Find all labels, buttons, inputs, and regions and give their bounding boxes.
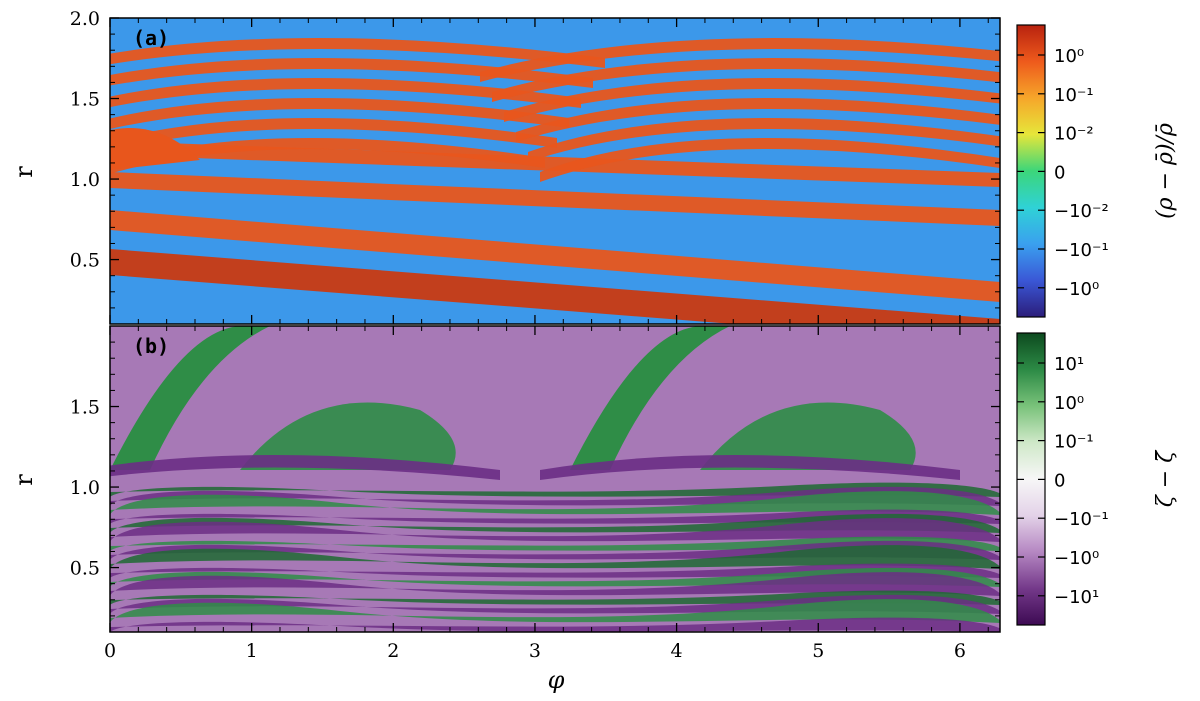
density-arch bbox=[110, 78, 581, 108]
colorbar-tick-label: −10⁰ bbox=[1054, 548, 1099, 569]
vorticity-trough bbox=[540, 455, 960, 480]
panel-b-frame bbox=[109, 325, 1001, 633]
density-arch bbox=[110, 98, 569, 129]
y-tick-label: 1.5 bbox=[70, 397, 100, 419]
density-arch bbox=[528, 118, 1000, 162]
x-tick-label: 0 bbox=[104, 640, 116, 662]
panel-a-ticks: 0.5 1.0 1.5 2.0 bbox=[70, 8, 1000, 324]
colorbar-tick-label: −10⁻¹ bbox=[1054, 509, 1109, 530]
vorticity-branch bbox=[570, 326, 730, 470]
density-band bbox=[110, 210, 1000, 302]
density-arch bbox=[480, 38, 1000, 82]
panel-b-heatmap bbox=[110, 326, 1000, 632]
vorticity-lobe bbox=[240, 402, 456, 470]
colorbar-tick-label: 0 bbox=[1054, 470, 1065, 491]
colorbar-tick-label: −10⁻¹ bbox=[1054, 240, 1109, 261]
x-tick-label: 4 bbox=[671, 640, 683, 662]
y-tick-label: 1.5 bbox=[70, 89, 100, 111]
colorbar-tick-label: 10⁰ bbox=[1054, 393, 1084, 414]
vorticity-band bbox=[110, 491, 1000, 515]
panel-a-frame bbox=[109, 17, 1001, 325]
y-tick-label: 0.5 bbox=[70, 250, 100, 272]
density-band bbox=[110, 172, 1000, 226]
panel-b-ylabel: r bbox=[10, 474, 38, 486]
density-arch bbox=[110, 128, 200, 170]
colorbar-a-ticks: 10⁰ 10⁻¹ 10⁻² 0 −10⁻² −10⁻¹ −10⁰ bbox=[1017, 46, 1109, 300]
y-tick-label: 1.0 bbox=[70, 477, 100, 499]
x-tick-label: 5 bbox=[812, 640, 824, 662]
density-arch bbox=[110, 118, 557, 152]
panel-a-density-bands bbox=[110, 38, 1000, 324]
x-tick-label: 3 bbox=[529, 640, 541, 662]
y-tick-label: 2.0 bbox=[70, 8, 100, 30]
vorticity-band bbox=[110, 545, 1000, 569]
colorbar-tick-label: 10⁰ bbox=[1054, 46, 1084, 67]
density-arch bbox=[492, 58, 1000, 102]
vorticity-trough bbox=[110, 455, 500, 480]
y-tick-label: 1.0 bbox=[70, 169, 100, 191]
density-arch bbox=[110, 138, 545, 174]
vorticity-branch bbox=[110, 326, 270, 470]
colorbar-tick-label: 10⁻¹ bbox=[1054, 432, 1094, 453]
panel-a-ylabel: r bbox=[10, 166, 38, 178]
density-arch bbox=[504, 78, 1000, 122]
density-arch bbox=[110, 58, 593, 88]
panel-a-label: (a) bbox=[133, 26, 169, 50]
x-tick-label: 1 bbox=[246, 640, 258, 662]
vorticity-band bbox=[110, 518, 1000, 542]
panel-b-ticks: 0 1 2 3 4 5 6 0.5 1.0 1.5 bbox=[70, 326, 1000, 662]
vorticity-band bbox=[110, 572, 1000, 596]
density-arch bbox=[110, 38, 605, 68]
colorbar-tick-label: −10¹ bbox=[1054, 587, 1099, 608]
colorbar-tick-label: 10¹ bbox=[1054, 354, 1084, 375]
colorbar-a-title: (ρ − ρ̄)/ρ̄ bbox=[1153, 123, 1178, 219]
colorbar-tick-label: 10⁻² bbox=[1054, 124, 1094, 145]
panel-b-label: (b) bbox=[133, 334, 169, 358]
density-band bbox=[110, 141, 1000, 187]
colorbar-tick-label: −10⁰ bbox=[1054, 279, 1099, 300]
vorticity-lobe bbox=[700, 402, 916, 470]
density-arch bbox=[540, 138, 1000, 182]
x-tick-label: 6 bbox=[954, 640, 966, 662]
density-band bbox=[110, 249, 1000, 324]
colorbar-b-title: ζ − ζ̄ bbox=[1153, 449, 1178, 507]
panel-b-vorticity-bands bbox=[110, 326, 1000, 632]
vorticity-band bbox=[110, 617, 1000, 632]
colorbar-b-ticks: 10¹ 10⁰ 10⁻¹ 0 −10⁻¹ −10⁰ −10¹ bbox=[1017, 354, 1109, 608]
colorbar-tick-label: 0 bbox=[1054, 162, 1065, 183]
panel-a-heatmap bbox=[110, 18, 1000, 324]
x-axis-label: φ bbox=[548, 666, 565, 694]
colorbar-tick-label: 10⁻¹ bbox=[1054, 85, 1094, 106]
y-tick-label: 0.5 bbox=[70, 558, 100, 580]
density-arch bbox=[516, 98, 1000, 142]
x-tick-label: 2 bbox=[387, 640, 399, 662]
vorticity-band bbox=[110, 599, 1000, 623]
colorbar-tick-label: −10⁻² bbox=[1054, 201, 1109, 222]
